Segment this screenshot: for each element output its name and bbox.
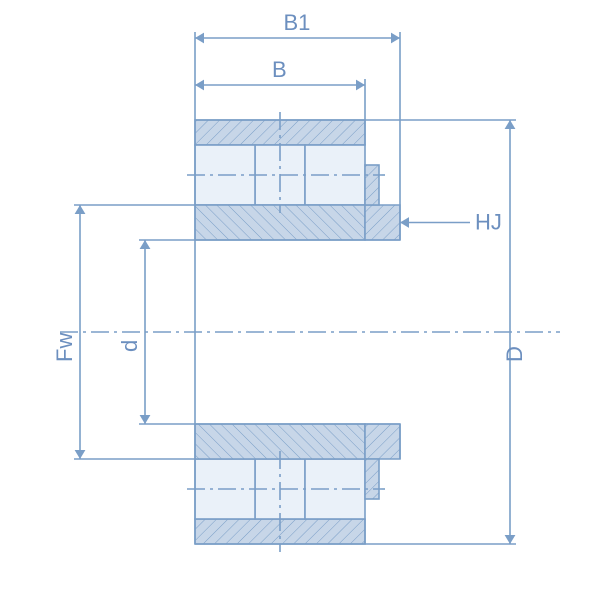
hj-lip-bottom bbox=[365, 459, 379, 499]
bearing-cross-section-diagram: B1 B Dd Fw HJ bbox=[0, 0, 600, 600]
label-Fw: Fw bbox=[52, 333, 77, 362]
hj-ring-top bbox=[365, 205, 400, 240]
label-b1: B1 bbox=[284, 10, 311, 35]
label-HJ: HJ bbox=[475, 210, 502, 235]
label-d: d bbox=[117, 340, 142, 352]
hj-lip-top bbox=[365, 165, 379, 205]
label-b: B bbox=[272, 57, 287, 82]
hj-ring-bottom bbox=[365, 424, 400, 459]
label-D: D bbox=[502, 346, 527, 362]
